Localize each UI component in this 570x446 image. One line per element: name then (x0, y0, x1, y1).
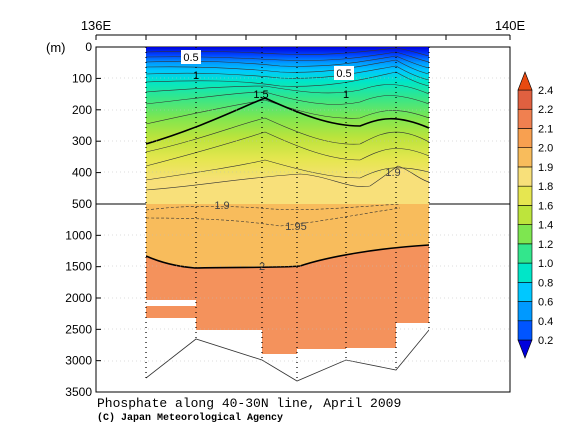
colorbar-label: 1.6 (538, 200, 553, 212)
colorbar-label: 2.4 (538, 85, 553, 97)
y-tick-label: 3500 (65, 385, 92, 399)
contour-label-1.95: 1.95 (285, 221, 306, 233)
y-tick-label: 2500 (65, 322, 92, 336)
x-tick-marks (95, 35, 511, 40)
chart-title: Phosphate along 40-30N line, April 2009 (97, 396, 401, 411)
contour-label-0.5-b: 0.5 (336, 68, 351, 80)
colorbar-cell (517, 224, 533, 245)
colorbar-label: 2.2 (538, 104, 553, 116)
y-tick-label: 1500 (65, 260, 92, 274)
contour-1.95 (146, 207, 401, 227)
contour-label-1-a: 1 (193, 70, 199, 82)
colorbar-label: 1.9 (538, 162, 553, 174)
colorbar-label: 1.8 (538, 181, 553, 193)
colorbar-label: 1.2 (538, 239, 553, 251)
upper-contours (146, 47, 429, 191)
y-axis-label: (m) (46, 40, 66, 55)
y-tick-label: 200 (72, 103, 92, 117)
x-tick-136e: 136E (81, 18, 112, 33)
colorbar-top-triangle (517, 71, 533, 91)
colorbar-cell (517, 185, 533, 206)
horizontal-gridlines (96, 77, 510, 362)
colorbar-cell (517, 320, 533, 341)
y-axis-ticks: 0 100 200 300 400 500 1000 1500 2000 2500 3000 3500 (65, 40, 101, 399)
colorbar-label: 1.4 (538, 220, 553, 232)
y-tick-label: 100 (72, 71, 92, 85)
colorbar-cell (517, 166, 533, 187)
colorbar-cell (517, 89, 533, 110)
colorbar-bottom-triangle (517, 339, 533, 359)
colorbar-cell (517, 301, 533, 322)
contour-2 (146, 244, 429, 269)
y-tick-label: 3000 (65, 354, 92, 368)
y-tick-label: 500 (72, 197, 92, 211)
contour-1.9-lower (146, 204, 401, 211)
colorbar-cell (517, 147, 533, 168)
contour-label-1.9-a: 1.9 (385, 167, 400, 179)
bottom-topography (146, 329, 429, 382)
colorbar-cell (517, 205, 533, 225)
y-tick-label: 400 (72, 166, 92, 180)
contour-1.5 (146, 97, 429, 145)
upper-panel (146, 47, 429, 204)
station-lines (145, 47, 430, 381)
x-tick-140e: 140E (495, 18, 526, 33)
y-tick-label: 2000 (65, 291, 92, 305)
colorbar-label: 0.4 (538, 316, 553, 328)
y-tick-label: 300 (72, 134, 92, 148)
colorbar-label: 0.6 (538, 297, 553, 309)
upper-1.9-region (146, 166, 429, 204)
contour-label-0.5-a: 0.5 (183, 52, 198, 64)
contour-label-bg (334, 66, 354, 80)
contour-label-1-b: 1 (343, 89, 349, 101)
y-tick-label: 1000 (65, 228, 92, 242)
chart-credit: (C) Japan Meteorological Agency (97, 412, 283, 424)
contour-label-1.9-b: 1.9 (214, 200, 229, 212)
colorbar-cell (517, 108, 533, 129)
contour-label-group: 0.5 0.5 1 1 1.5 1.9 1.9 1.95 2 (181, 50, 401, 273)
colorbar-label: 0.8 (538, 277, 553, 289)
lower-2.1-region (146, 245, 429, 354)
colorbar-label: 1.0 (538, 258, 553, 270)
colorbar-label: 0.2 (538, 335, 553, 347)
colorbar-label: 2.1 (538, 123, 553, 135)
colorbar-cell (517, 262, 533, 283)
contour-label-bg (181, 50, 201, 64)
colorbar-label: 2.0 (538, 143, 553, 155)
y-tick-label: 0 (85, 40, 92, 54)
colorbar-cell (517, 282, 533, 302)
contour-label-2: 2 (259, 261, 265, 273)
colorbar: 0.2 0.4 0.6 0.8 1.0 1.2 1.4 1.6 1.8 1.9 2.0 2.1 2.2 2… (517, 71, 553, 359)
colorbar-cell (517, 243, 533, 264)
lower-panel (146, 204, 429, 382)
colorbar-cell (517, 128, 533, 148)
contour-label-1.5: 1.5 (253, 89, 268, 101)
